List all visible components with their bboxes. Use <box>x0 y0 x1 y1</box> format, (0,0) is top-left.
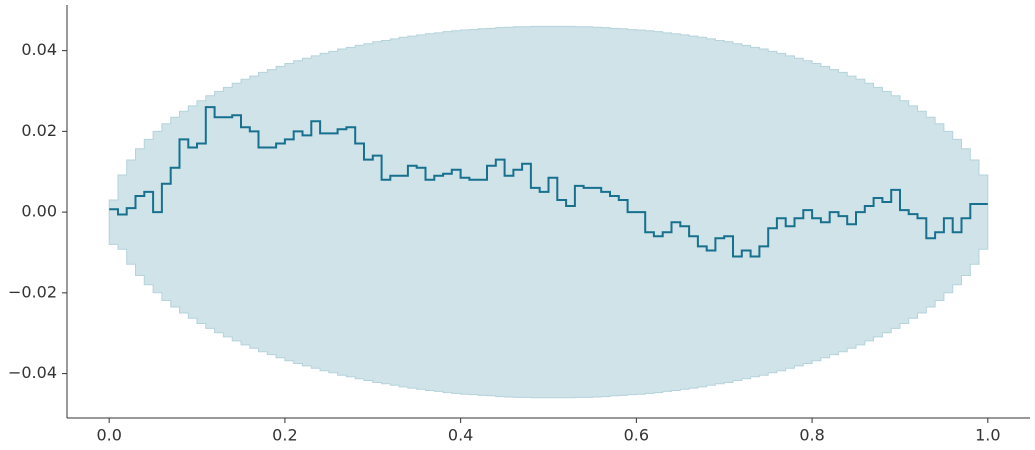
y-tick-label: −0.02 <box>8 282 57 301</box>
confidence-band <box>108 25 989 399</box>
x-tick-label: 0.2 <box>272 426 297 445</box>
y-tick-label: 0.02 <box>21 121 57 140</box>
y-tick-label: −0.04 <box>8 363 57 382</box>
x-tick-label: 1.0 <box>975 426 1000 445</box>
x-tick-label: 0.4 <box>448 426 473 445</box>
x-tick-label: 0.0 <box>96 426 121 445</box>
x-tick-label: 0.6 <box>624 426 649 445</box>
y-tick-label: 0.04 <box>21 40 57 59</box>
y-tick-label: 0.00 <box>21 202 57 221</box>
x-tick-label: 0.8 <box>799 426 824 445</box>
step-line <box>109 106 988 258</box>
